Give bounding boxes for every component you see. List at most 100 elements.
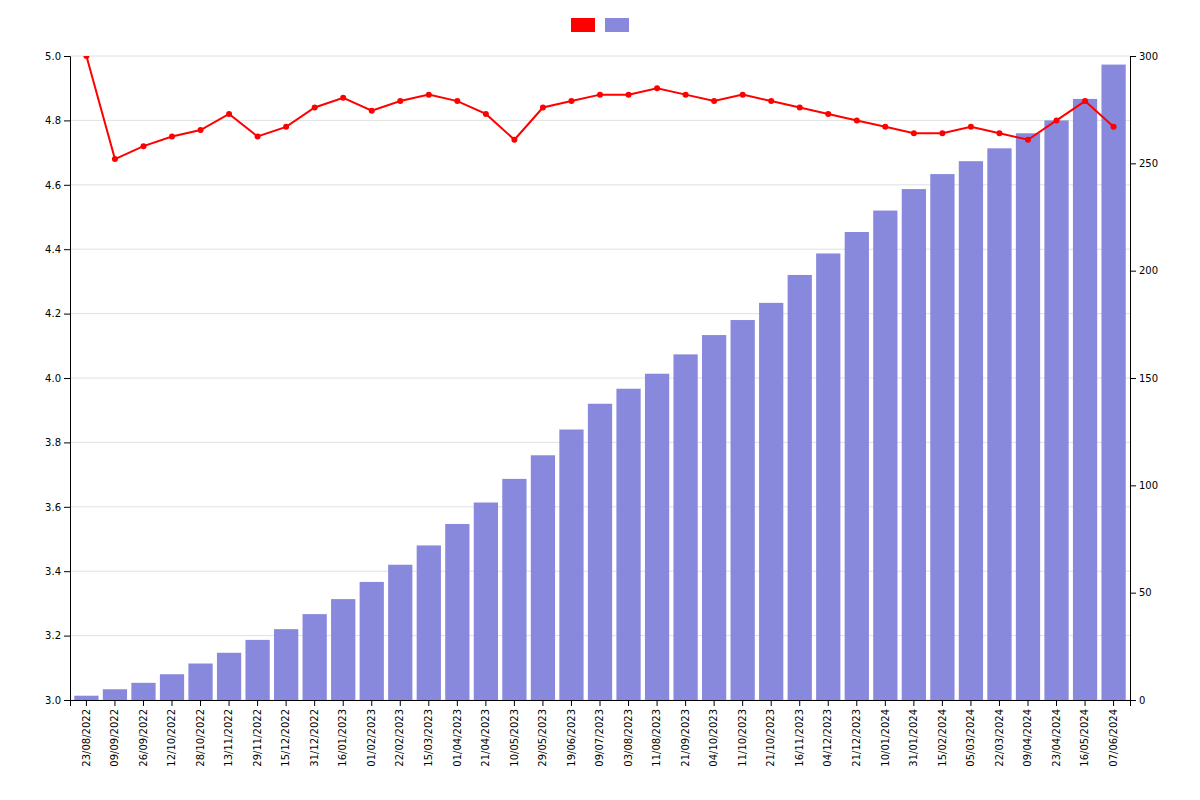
tick-mark	[143, 700, 144, 706]
tick: 23/04/2024	[1051, 700, 1062, 767]
tick-label: 10/05/2023	[509, 709, 520, 767]
tick: 15/02/2024	[937, 700, 948, 767]
tick-mark	[457, 700, 458, 706]
tick-label: 4.2	[45, 308, 61, 319]
tick-label: 23/08/2022	[81, 709, 92, 767]
tick-label: 09/09/2022	[109, 709, 120, 767]
tick-label: 12/10/2022	[166, 709, 177, 767]
tick-label: 22/02/2023	[394, 709, 405, 767]
tick-label: 31/01/2024	[908, 709, 919, 767]
marker	[825, 111, 831, 117]
bar	[1101, 65, 1125, 700]
legend	[571, 18, 629, 32]
marker	[426, 92, 432, 98]
tick-label: 150	[1139, 373, 1158, 384]
tick: 01/04/2023	[452, 700, 463, 767]
tick-mark	[286, 700, 287, 706]
tick: 09/04/2024	[1022, 700, 1033, 767]
marker	[711, 98, 717, 104]
tick-label: 04/10/2023	[708, 709, 719, 767]
marker	[568, 98, 574, 104]
tick-label: 300	[1139, 51, 1158, 62]
marker	[911, 130, 917, 136]
tick-label: 11/08/2023	[651, 709, 662, 767]
marker	[797, 105, 803, 111]
tick: 4.2	[45, 308, 70, 319]
bar	[388, 565, 412, 700]
bar	[331, 599, 355, 700]
axis-line	[71, 701, 1131, 707]
marker	[511, 137, 517, 143]
bar	[987, 148, 1011, 700]
tick: 11/08/2023	[651, 700, 662, 767]
tick-label: 26/09/2022	[138, 709, 149, 767]
tick-mark	[64, 571, 70, 572]
bar	[759, 303, 783, 700]
bar	[616, 389, 640, 700]
bar	[245, 640, 269, 700]
tick-mark	[114, 700, 115, 706]
tick-mark	[885, 700, 886, 706]
tick-label: 03/08/2023	[623, 709, 634, 767]
tick-label: 4.4	[45, 244, 61, 255]
y-axis: 3.03.23.43.63.84.04.24.44.64.85.0	[45, 51, 70, 706]
tick-mark	[856, 700, 857, 706]
marker	[112, 156, 118, 162]
bar	[445, 524, 469, 700]
series-bar	[74, 65, 1125, 700]
tick: 26/09/2022	[138, 700, 149, 767]
axis-line	[64, 57, 71, 701]
tick-label: 16/11/2023	[794, 709, 805, 767]
tick-mark	[428, 700, 429, 706]
tick-label: 21/04/2023	[480, 709, 491, 767]
tick-mark	[64, 185, 70, 186]
tick: 29/05/2023	[537, 700, 548, 767]
tick-mark	[64, 56, 70, 57]
bar	[930, 174, 954, 700]
tick: 3.2	[45, 630, 70, 641]
bar	[788, 275, 812, 700]
tick-label: 04/12/2023	[822, 709, 833, 767]
tick-label: 01/02/2023	[366, 709, 377, 767]
tick: 29/11/2022	[252, 700, 263, 767]
tick: 31/01/2024	[908, 700, 919, 767]
marker	[626, 92, 632, 98]
tick: 0	[1130, 695, 1145, 706]
tick-mark	[64, 636, 70, 637]
marker	[198, 127, 204, 133]
legend-swatch	[571, 18, 595, 32]
bar	[217, 653, 241, 700]
bar	[303, 614, 327, 700]
tick: 12/10/2022	[166, 700, 177, 767]
tick-mark	[1085, 700, 1086, 706]
tick-label: 09/04/2024	[1022, 709, 1033, 767]
marker	[540, 105, 546, 111]
tick-label: 09/07/2023	[594, 709, 605, 767]
marks	[74, 56, 1125, 700]
tick-mark	[942, 700, 943, 706]
tick-mark	[86, 700, 87, 706]
tick: 22/03/2024	[994, 700, 1005, 767]
tick-label: 31/12/2022	[309, 709, 320, 767]
legend-swatch	[605, 18, 629, 32]
bar	[673, 354, 697, 700]
tick: 3.0	[45, 695, 70, 706]
tick-mark	[229, 700, 230, 706]
line	[86, 56, 1113, 159]
tick-mark	[1113, 700, 1114, 706]
tick-label: 15/03/2023	[423, 709, 434, 767]
tick-mark	[1130, 271, 1136, 272]
tick: 01/02/2023	[366, 700, 377, 767]
plot: 3.03.23.43.63.84.04.24.44.64.85.00501001…	[45, 51, 1158, 767]
tick: 3.4	[45, 566, 70, 577]
marker	[140, 143, 146, 149]
bar	[417, 545, 441, 700]
bar	[160, 674, 184, 700]
tick: 250	[1130, 158, 1158, 169]
bar	[274, 629, 298, 700]
tick-mark	[1130, 163, 1136, 164]
tick-mark	[1130, 593, 1136, 594]
tick-label: 4.6	[45, 180, 61, 191]
chart: 3.03.23.43.63.84.04.24.44.64.85.00501001…	[0, 0, 1200, 800]
bar	[559, 430, 583, 700]
